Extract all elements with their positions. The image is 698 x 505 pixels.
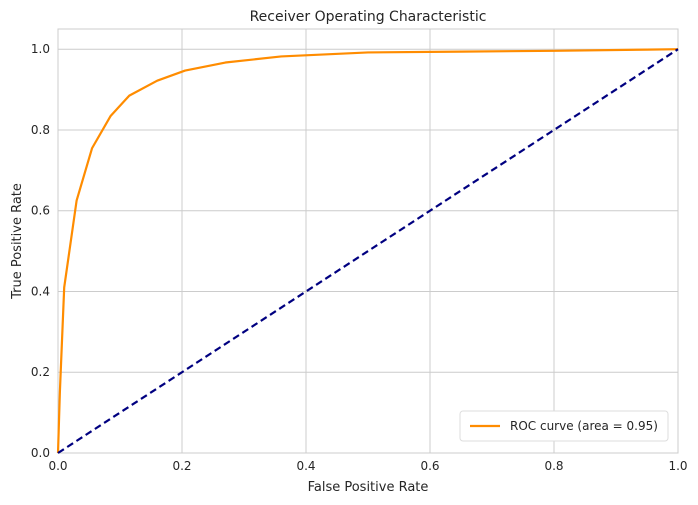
grid	[57, 29, 679, 454]
x-tick-label: 1.0	[668, 459, 687, 473]
x-tick-label: 0.4	[296, 459, 315, 473]
legend-box	[459, 410, 669, 442]
x-axis-label: False Positive Rate	[308, 480, 429, 495]
y-tick-label: 0.2	[31, 365, 50, 379]
random-chance-diagonal-line	[57, 48, 679, 454]
y-tick-label: 0.4	[31, 284, 50, 298]
x-tick-label: 0.2	[172, 459, 191, 473]
x-tick-label: 0.6	[420, 459, 439, 473]
plot-frame	[57, 28, 679, 454]
y-tick-label: 0.8	[31, 123, 50, 137]
series-layer	[56, 48, 679, 454]
y-tick-label: 1.0	[31, 42, 50, 56]
tick-labels: 0.0 0.2 0.4 0.6 0.8 1.0 0.0 0.2 0.4 0.6 0.8 1.0	[31, 42, 688, 473]
y-tick-label: 0.0	[31, 446, 50, 460]
y-tick-label: 0.6	[31, 204, 50, 218]
roc-curve-line	[56, 48, 679, 454]
x-tick-label: 0.0	[48, 459, 67, 473]
y-axis-label: True Positive Rate	[10, 183, 25, 300]
legend: ROC curve (area = 0.95)	[459, 410, 669, 442]
chart-title: Receiver Operating Characteristic	[250, 9, 487, 25]
legend-entry-roc: ROC curve (area = 0.95)	[510, 419, 658, 433]
x-tick-label: 0.8	[544, 459, 563, 473]
